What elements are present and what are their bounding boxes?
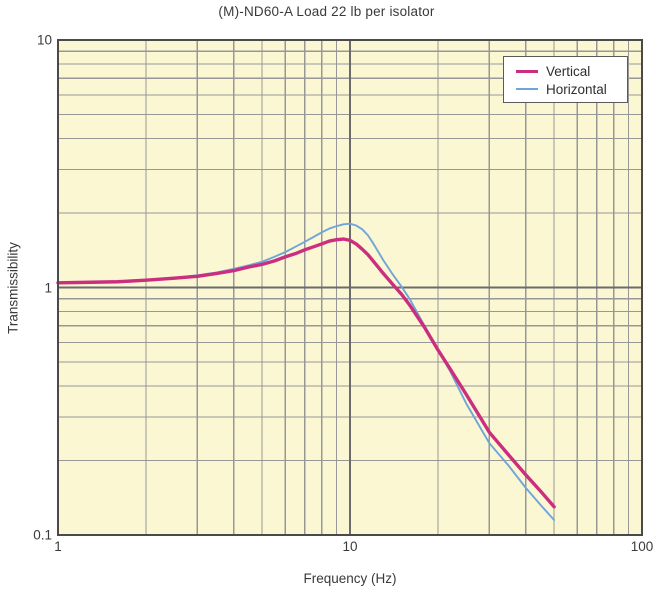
vertical-line-swatch bbox=[516, 69, 538, 73]
legend-label-vertical: Vertical bbox=[546, 63, 591, 79]
chart-title: (M)-ND60-A Load 22 lb per isolator bbox=[218, 4, 435, 19]
x-axis-title: Frequency (Hz) bbox=[303, 571, 397, 586]
y-tick-label: 1 bbox=[44, 280, 52, 295]
y-tick-label: 10 bbox=[36, 32, 52, 48]
legend-item-horizontal: Horizontal bbox=[516, 80, 627, 98]
legend-label-horizontal: Horizontal bbox=[546, 81, 607, 97]
legend: Vertical Horizontal bbox=[503, 56, 628, 103]
x-tick-label: 100 bbox=[630, 539, 653, 554]
curve-vertical bbox=[56, 237, 556, 509]
y-tick-label: 0.1 bbox=[33, 527, 52, 543]
plot-border bbox=[57, 39, 643, 536]
x-tick-label: 1 bbox=[54, 539, 62, 554]
x-tick-label: 10 bbox=[342, 539, 358, 554]
legend-item-vertical: Vertical bbox=[516, 62, 627, 80]
horizontal-line-swatch bbox=[516, 88, 538, 90]
